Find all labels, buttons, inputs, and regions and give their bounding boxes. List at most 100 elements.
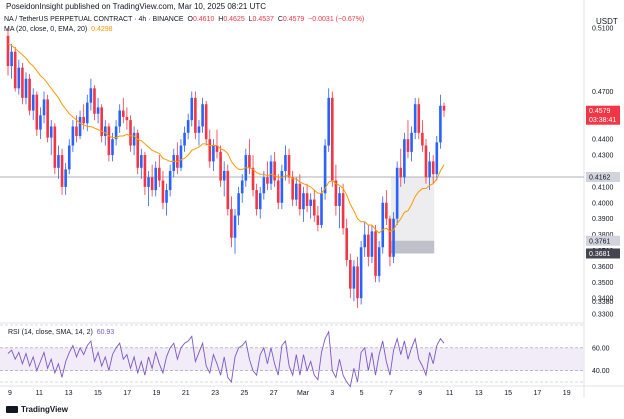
candle-body <box>345 228 349 260</box>
x-tick-label: 23 <box>211 390 219 397</box>
candle <box>219 145 222 187</box>
candle-body <box>370 231 374 257</box>
candle-body <box>385 202 388 219</box>
price-label-box <box>586 248 620 259</box>
price-tick-label: 0.5100 <box>592 25 614 32</box>
candle <box>276 174 280 210</box>
candle <box>122 97 125 124</box>
candle-body <box>57 155 60 168</box>
rsi-label: RSI (14, close, SMA, 14, 2) <box>8 329 93 336</box>
candle <box>13 46 17 92</box>
candle-body <box>349 260 352 289</box>
x-tick-label: 3 <box>330 390 334 397</box>
candle <box>284 145 287 181</box>
candle-body <box>10 51 13 67</box>
candle-body <box>413 104 417 133</box>
x-tick-label: 17 <box>534 390 542 397</box>
candle <box>294 177 298 206</box>
candle-body <box>215 145 219 152</box>
candle <box>208 129 212 168</box>
candle-body <box>31 94 35 111</box>
x-tick-label: 5 <box>360 390 364 397</box>
candle-body <box>201 104 204 127</box>
candle <box>302 186 305 222</box>
x-tick-label: 19 <box>563 390 571 397</box>
candle <box>431 155 435 184</box>
candle <box>204 101 208 146</box>
candle-body <box>28 78 31 111</box>
candle-body <box>165 190 168 203</box>
symbol-name: NA / TetherUS PERPETUAL CONTRACT · 4h · … <box>4 16 184 23</box>
candle <box>280 164 284 210</box>
candle-body <box>251 167 255 191</box>
candle-body <box>284 155 287 171</box>
candle-body <box>258 193 262 210</box>
candle-body <box>255 190 258 210</box>
candle <box>85 94 89 132</box>
candle <box>381 196 385 254</box>
price-label: 0.4162 <box>589 175 611 182</box>
candle <box>154 161 158 197</box>
candle <box>327 88 330 152</box>
tradingview-logo[interactable]: TradingView <box>6 405 68 414</box>
candle <box>388 215 392 267</box>
price-tick-label: 0.4700 <box>592 89 614 96</box>
candle-body <box>294 183 298 200</box>
candle-body <box>204 104 208 140</box>
candle <box>179 139 183 171</box>
candle-body <box>320 193 323 226</box>
price-tick-label: 0.3300 <box>592 312 614 319</box>
candle-body <box>60 155 64 187</box>
x-tick-label: 9 <box>418 390 422 397</box>
candle-body <box>208 139 212 162</box>
candle <box>323 139 327 200</box>
candle <box>186 113 190 140</box>
candle-body <box>298 183 302 210</box>
candle-body <box>424 145 428 178</box>
candle-body <box>143 155 147 187</box>
x-tick-label: 19 <box>153 390 161 397</box>
tradingview-logo-text: TradingView <box>21 405 68 414</box>
price-tick-label: 0.3900 <box>592 216 614 223</box>
candle-body <box>140 155 143 168</box>
candle <box>183 126 186 152</box>
candle <box>107 123 111 162</box>
candle <box>150 164 154 197</box>
candle <box>240 174 244 203</box>
close-label: C <box>277 16 283 23</box>
candle-body <box>93 88 96 114</box>
candle <box>330 91 334 187</box>
candle <box>334 164 338 216</box>
candle <box>49 120 53 156</box>
price-label-box <box>586 114 620 125</box>
candle-body <box>237 193 240 216</box>
candle-body <box>395 167 399 219</box>
candle <box>39 107 42 140</box>
candle <box>53 123 57 175</box>
candle-body <box>302 193 305 210</box>
candle <box>158 155 161 187</box>
candle-body <box>147 177 150 187</box>
candle <box>10 43 13 79</box>
low-value: 0.4537 <box>252 16 274 23</box>
x-tick-label: 21 <box>182 390 190 397</box>
x-tick-label: 27 <box>270 390 278 397</box>
rsi-series-line <box>7 330 445 388</box>
candle-body <box>428 161 431 178</box>
price-tick-label: 0.3380 <box>592 299 614 306</box>
candle <box>233 209 237 254</box>
change-value: −0.0031 (−0.67%) <box>308 16 365 23</box>
open-label: O <box>187 16 193 23</box>
candle <box>338 186 341 229</box>
candle <box>424 139 428 184</box>
candle <box>406 120 410 159</box>
candle-body <box>435 142 439 175</box>
candle <box>161 170 165 210</box>
candle <box>298 174 302 216</box>
candle-body <box>280 170 284 203</box>
candle-body <box>334 180 338 206</box>
candle-body <box>6 35 10 67</box>
candle <box>417 97 421 140</box>
close-value: 0.4579 <box>282 16 305 23</box>
